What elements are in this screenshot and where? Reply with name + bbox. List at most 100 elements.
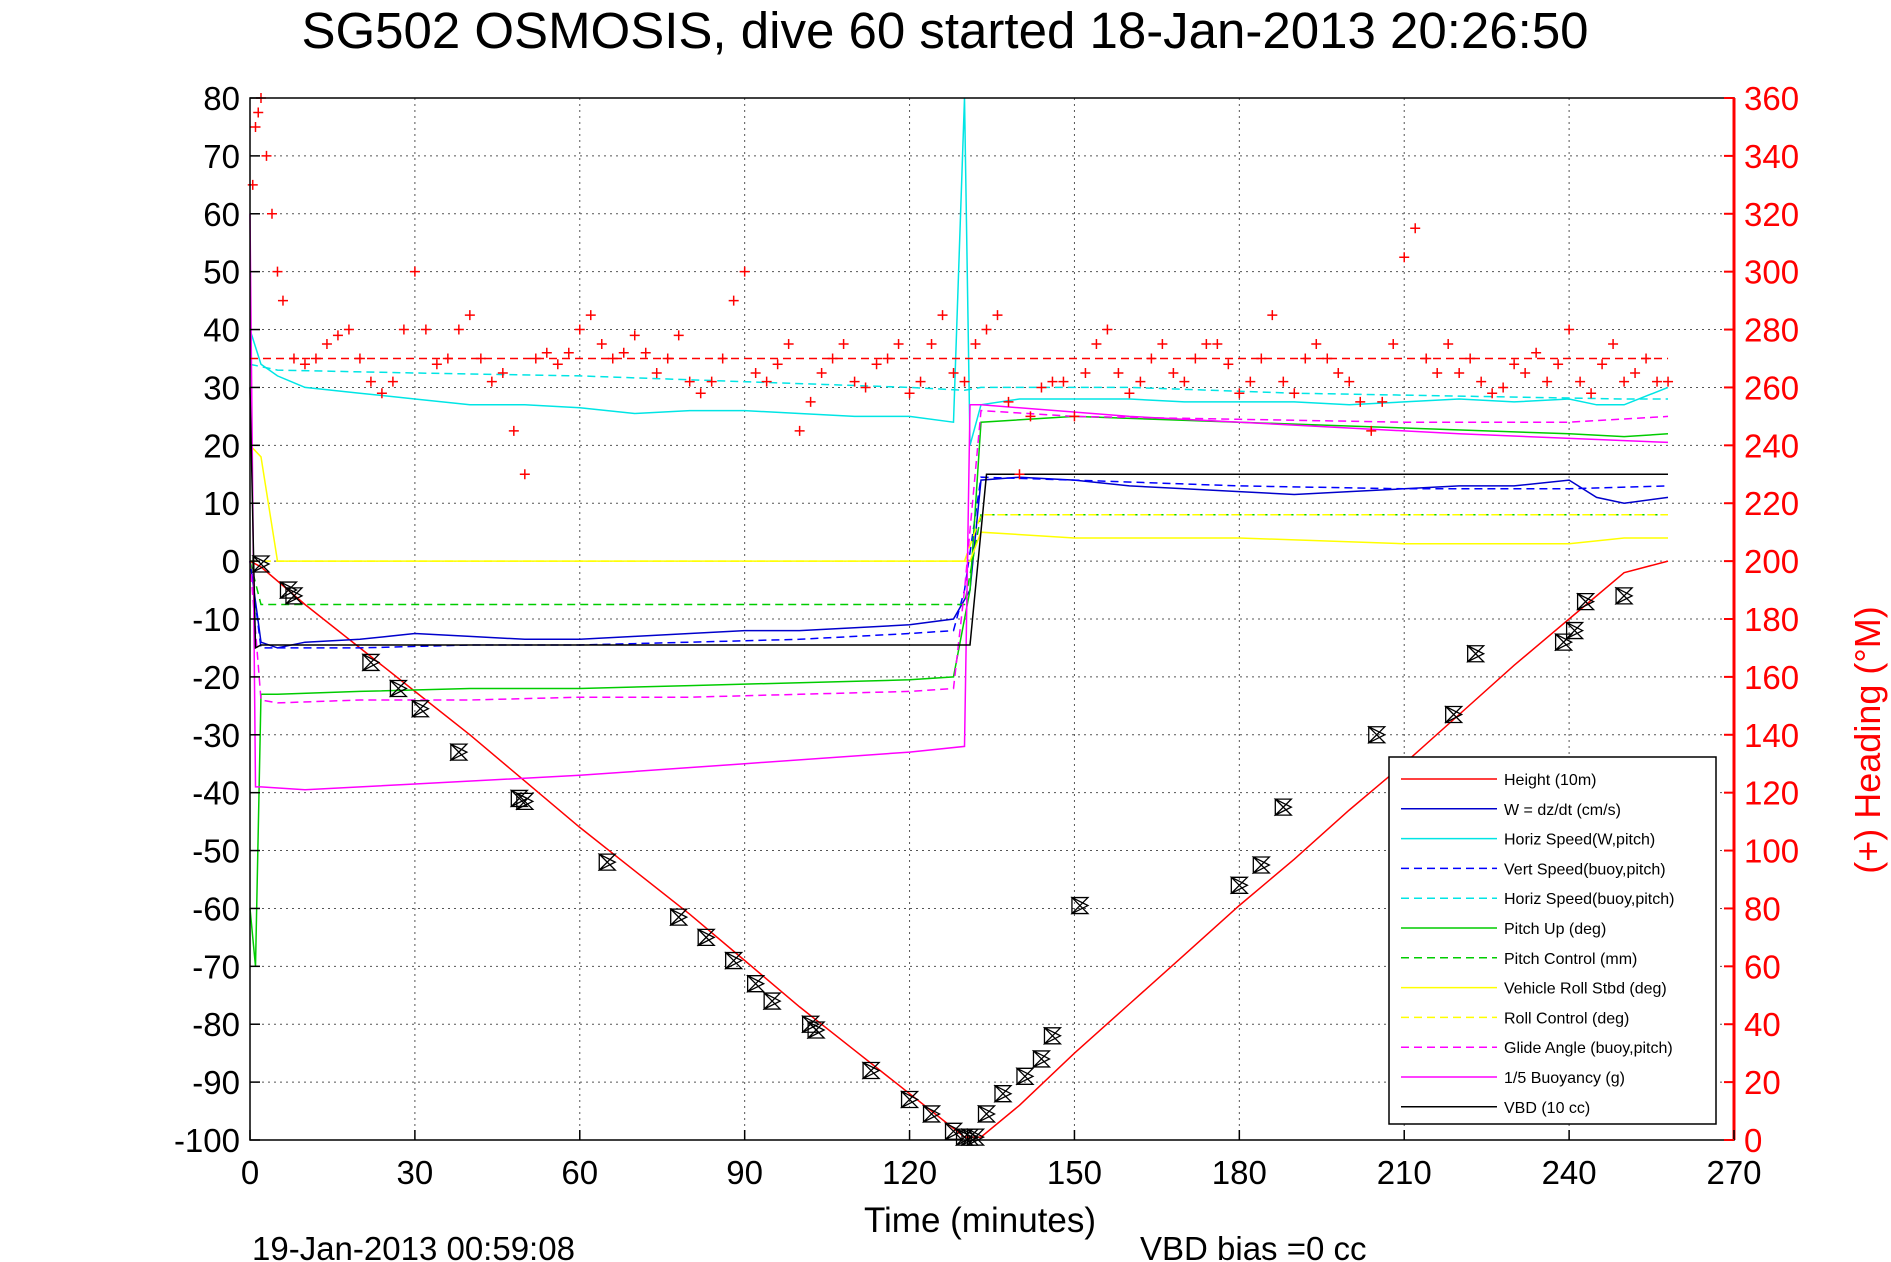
x-tick-label: 60: [561, 1154, 598, 1191]
right-tick-label: 220: [1744, 485, 1799, 522]
heading-point: [1432, 367, 1443, 378]
x-tick-label: 90: [726, 1154, 763, 1191]
glider-marker: [1367, 725, 1387, 744]
glider-marker: [449, 743, 469, 762]
legend-box: [1388, 756, 1717, 1125]
right-tick-label: 360: [1744, 80, 1799, 117]
right-tick-label: 300: [1744, 254, 1799, 291]
heading-point: [431, 359, 442, 370]
series-line-9: [249, 409, 1669, 704]
heading-point: [1025, 411, 1036, 422]
heading-point: [1520, 367, 1531, 378]
y-tick-label: 70: [203, 138, 240, 175]
heading-point: [1344, 376, 1355, 387]
x-axis-label: Time (minutes): [864, 1201, 1096, 1240]
heading-point: [1377, 396, 1388, 407]
series-line-6: [249, 514, 1668, 606]
heading-point: [640, 347, 651, 358]
glider-marker: [669, 908, 689, 927]
heading-point: [849, 376, 860, 387]
heading-point: [673, 330, 684, 341]
legend-label-11: VBD (10 cc): [1504, 1100, 1590, 1117]
heading-point: [1278, 376, 1289, 387]
heading-point: [1542, 376, 1553, 387]
heading-point: [1333, 367, 1344, 378]
heading-point: [915, 376, 926, 387]
right-tick-label: 280: [1744, 312, 1799, 349]
heading-point: [1157, 339, 1168, 350]
series-line-3: [249, 476, 1669, 649]
heading-point: [860, 382, 871, 393]
heading-point: [277, 295, 288, 306]
heading-point: [486, 376, 497, 387]
heading-point: [1498, 382, 1509, 393]
glider-marker: [597, 853, 617, 872]
heading-point: [1663, 376, 1674, 387]
heading-point: [563, 347, 574, 358]
heading-point: [530, 353, 541, 364]
heading-point: [1322, 353, 1333, 364]
heading-point: [1168, 367, 1179, 378]
series-line-4: [249, 363, 1668, 400]
glider-marker: [696, 928, 716, 947]
heading-point: [871, 359, 882, 370]
heading-point: [882, 353, 893, 364]
heading-point: [1212, 339, 1223, 350]
heading-point: [1421, 353, 1432, 364]
heading-point: [1652, 376, 1663, 387]
heading-point: [387, 376, 398, 387]
heading-point: [805, 396, 816, 407]
heading-point: [1619, 376, 1630, 387]
heading-point: [497, 367, 508, 378]
right-tick-label: 80: [1744, 890, 1781, 927]
glider-marker: [724, 951, 744, 970]
heading-point: [959, 376, 970, 387]
heading-point: [893, 339, 904, 350]
heading-point: [1355, 396, 1366, 407]
y-tick-label: -50: [192, 833, 240, 870]
heading-point: [1443, 339, 1454, 350]
heading-point: [970, 339, 981, 350]
right-tick-label: 240: [1744, 427, 1799, 464]
right-tick-label: 260: [1744, 369, 1799, 406]
glider-marker: [410, 699, 430, 718]
heading-point: [1487, 388, 1498, 399]
heading-point: [1289, 388, 1300, 399]
heading-point: [1597, 359, 1608, 370]
x-tick-label: 120: [882, 1154, 937, 1191]
heading-point: [662, 353, 673, 364]
heading-point: [253, 107, 264, 118]
glider-marker: [1251, 855, 1271, 875]
glider-marker: [1229, 876, 1249, 895]
y-tick-label: 10: [203, 485, 240, 522]
y-tick-label: -100: [174, 1122, 240, 1159]
heading-point: [398, 324, 409, 335]
heading-point: [838, 339, 849, 350]
heading-point: [552, 359, 563, 370]
glider-marker: [921, 1104, 942, 1124]
series-line-5: [249, 415, 1669, 967]
heading-point: [596, 339, 607, 350]
heading-point: [695, 388, 706, 399]
heading-point: [992, 310, 1003, 321]
heading-point: [420, 324, 431, 335]
glider-marker: [1614, 586, 1634, 605]
heading-point: [1102, 324, 1113, 335]
legend-label-3: Vert Speed(buoy,pitch): [1504, 861, 1666, 878]
heading-point: [365, 376, 376, 387]
heading-point: [1245, 376, 1256, 387]
glider-marker: [1031, 1049, 1052, 1069]
heading-point: [1476, 376, 1487, 387]
glider-marker: [251, 554, 271, 574]
legend: Height (10m) W = dz/dt (cm/s) Horiz Speed(…: [1388, 756, 1717, 1125]
legend-label-7: Vehicle Roll Stbd (deg): [1504, 981, 1667, 998]
heading-point: [750, 367, 761, 378]
x-tick-label: 30: [397, 1154, 434, 1191]
y-tick-label: -10: [192, 601, 240, 638]
legend-label-9: Glide Angle (buoy,pitch): [1504, 1040, 1673, 1057]
heading-point: [354, 353, 365, 364]
heading-point: [1179, 376, 1190, 387]
right-tick-label: 320: [1744, 196, 1799, 233]
heading-point: [1399, 252, 1410, 263]
